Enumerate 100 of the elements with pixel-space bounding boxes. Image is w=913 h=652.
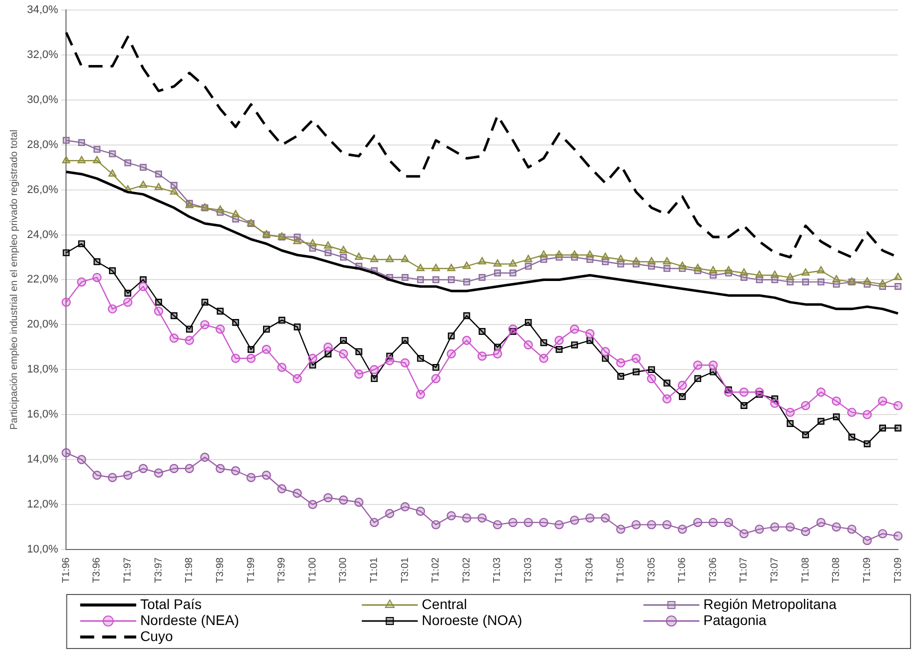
point bbox=[600, 513, 610, 523]
point bbox=[78, 156, 86, 164]
x-tick-label: T3:00 bbox=[338, 556, 350, 584]
y-tick-label: 30,0% bbox=[26, 94, 58, 106]
x-tick-label: T3:09 bbox=[892, 556, 904, 584]
legend-label: Cuyo bbox=[140, 628, 174, 644]
point bbox=[894, 424, 902, 432]
point bbox=[802, 268, 810, 276]
point bbox=[816, 518, 826, 528]
point bbox=[524, 318, 532, 326]
point bbox=[324, 350, 332, 358]
point bbox=[232, 210, 240, 218]
x-tick-label: T3:07 bbox=[770, 556, 781, 584]
point bbox=[216, 308, 224, 315]
point bbox=[447, 264, 456, 272]
point bbox=[431, 374, 440, 384]
point bbox=[678, 262, 686, 269]
point bbox=[832, 413, 840, 420]
x-tick-label: T3:02 bbox=[461, 556, 472, 584]
point bbox=[494, 270, 501, 276]
point bbox=[386, 254, 394, 262]
point bbox=[709, 266, 718, 274]
point bbox=[786, 522, 795, 532]
point bbox=[338, 349, 348, 358]
x-tick-label: T1:98 bbox=[184, 556, 196, 584]
point bbox=[432, 276, 440, 284]
point bbox=[278, 316, 286, 324]
y-tick-label: 32,0% bbox=[26, 48, 58, 61]
point bbox=[571, 341, 578, 348]
point bbox=[508, 324, 518, 334]
point bbox=[186, 326, 193, 333]
point bbox=[154, 182, 163, 190]
point bbox=[62, 156, 70, 164]
point bbox=[602, 354, 609, 362]
point bbox=[478, 274, 486, 281]
point bbox=[708, 360, 718, 370]
point bbox=[894, 272, 902, 280]
point bbox=[262, 470, 272, 480]
point bbox=[123, 470, 132, 480]
point bbox=[708, 518, 718, 528]
point bbox=[246, 472, 256, 482]
point bbox=[800, 526, 810, 536]
point bbox=[770, 398, 780, 408]
x-tick-label: T1:06 bbox=[677, 556, 688, 584]
point bbox=[154, 468, 164, 478]
point bbox=[232, 318, 240, 326]
point bbox=[400, 358, 410, 368]
point bbox=[432, 264, 440, 272]
point bbox=[462, 262, 471, 269]
point bbox=[694, 264, 702, 272]
point bbox=[847, 408, 856, 417]
point bbox=[693, 518, 702, 528]
point bbox=[108, 304, 117, 314]
point bbox=[323, 342, 333, 352]
point bbox=[308, 354, 318, 363]
point bbox=[554, 520, 564, 530]
point bbox=[664, 265, 670, 272]
point bbox=[76, 454, 86, 464]
point bbox=[477, 513, 487, 523]
x-tick-label: T1:04 bbox=[554, 556, 565, 584]
y-tick-label: 34,0% bbox=[26, 4, 58, 16]
point bbox=[416, 506, 426, 516]
point bbox=[524, 340, 533, 350]
point bbox=[478, 328, 486, 335]
point bbox=[662, 257, 672, 264]
point bbox=[139, 180, 148, 188]
point bbox=[494, 344, 501, 351]
point bbox=[323, 493, 333, 502]
point bbox=[277, 484, 286, 494]
point bbox=[262, 344, 272, 354]
point bbox=[632, 368, 640, 376]
point bbox=[354, 498, 364, 507]
point bbox=[693, 360, 702, 370]
point bbox=[601, 252, 610, 260]
point bbox=[508, 518, 518, 528]
point bbox=[647, 257, 656, 264]
y-tick-label: 22,0% bbox=[26, 274, 58, 286]
point bbox=[556, 346, 563, 353]
point bbox=[477, 352, 487, 361]
legend-label: Región Metropolitana bbox=[703, 596, 837, 612]
point bbox=[370, 254, 378, 262]
point bbox=[739, 529, 749, 538]
x-tick-label: T1:05 bbox=[615, 556, 626, 584]
point bbox=[370, 375, 378, 382]
point bbox=[370, 365, 379, 374]
point bbox=[216, 324, 225, 334]
point bbox=[740, 402, 748, 410]
y-tick-label: 10,0% bbox=[26, 543, 58, 556]
x-tick-label: T1:03 bbox=[492, 556, 504, 584]
x-tick-label: T3:08 bbox=[831, 556, 842, 584]
x-tick-label: T3:01 bbox=[400, 556, 411, 584]
point bbox=[492, 349, 502, 358]
point bbox=[570, 250, 579, 258]
point bbox=[216, 205, 224, 213]
point bbox=[402, 336, 409, 344]
point bbox=[616, 524, 626, 534]
point bbox=[463, 312, 470, 320]
point bbox=[138, 464, 148, 474]
point bbox=[293, 236, 302, 244]
point bbox=[462, 513, 472, 523]
